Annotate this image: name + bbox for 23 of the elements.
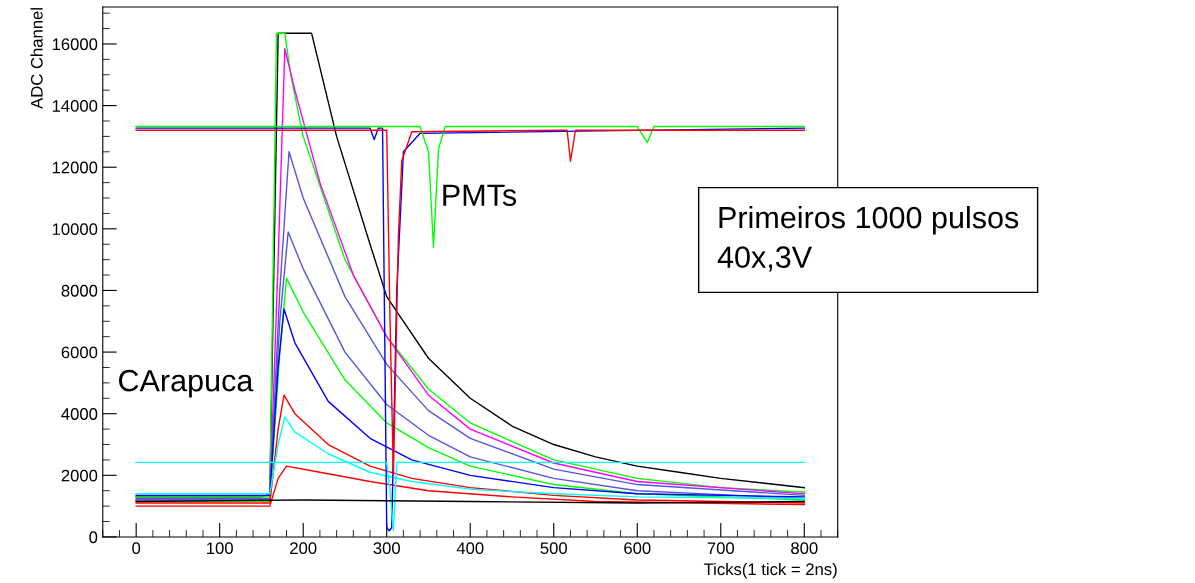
x-tick-label: 700: [707, 542, 735, 555]
annotation: CArapuca: [119, 369, 254, 398]
y-tick-label: 16000: [52, 38, 98, 51]
y-tick-label: 10000: [52, 223, 98, 236]
y-tick-label: 2000: [61, 469, 98, 482]
x-tick-label: 0: [132, 542, 141, 555]
x-tick-label: 100: [207, 542, 233, 555]
annotation: PMTs: [443, 184, 517, 206]
x-tick-label: 400: [456, 542, 484, 555]
annotation: Primeiros 1000 pulsos 40x,3V: [717, 205, 1019, 272]
y-tick-label: 14000: [52, 99, 98, 112]
y-axis-title: ADC Channel: [30, 8, 43, 109]
x-axis-title: Ticks(1 tick = 2ns): [703, 562, 837, 579]
x-tick-label: 200: [290, 542, 317, 555]
x-tick-label: 300: [373, 542, 400, 555]
x-tick-label: 600: [624, 542, 651, 555]
x-tick-label: 800: [791, 542, 818, 555]
y-tick-label: 8000: [61, 284, 98, 297]
y-tick-label: 12000: [52, 161, 98, 174]
y-tick-label: 4000: [61, 408, 98, 420]
y-tick-label: 0: [89, 531, 98, 544]
x-tick-label: 500: [540, 542, 567, 555]
y-tick-label: 6000: [61, 346, 98, 359]
